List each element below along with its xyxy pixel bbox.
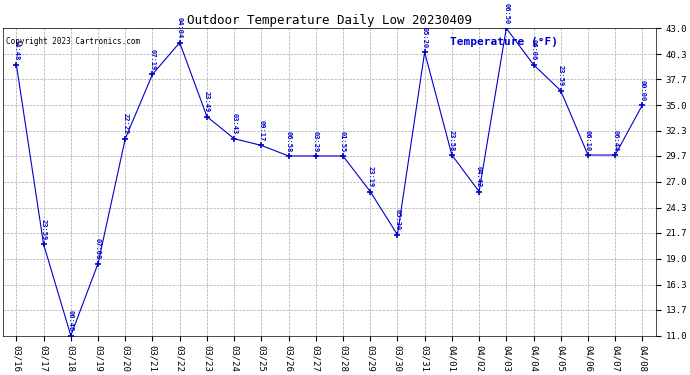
Text: 03:29: 03:29 [313,130,319,152]
Text: Copyright 2023 Cartronics.com: Copyright 2023 Cartronics.com [6,38,140,46]
Text: 04:42: 04:42 [476,166,482,188]
Text: 06:44: 06:44 [612,130,618,151]
Text: 22:22: 22:22 [122,113,128,135]
Text: 04:04: 04:04 [177,17,183,39]
Text: 23:19: 23:19 [367,166,373,188]
Text: 06:06: 06:06 [531,39,537,60]
Text: 06:58: 06:58 [286,130,292,152]
Title: Outdoor Temperature Daily Low 20230409: Outdoor Temperature Daily Low 20230409 [187,14,472,27]
Text: 23:59: 23:59 [41,219,47,240]
Text: 23:59: 23:59 [558,65,564,87]
Text: 23:49: 23:49 [204,91,210,112]
Text: 07:19: 07:19 [150,49,155,70]
Text: 06:46: 06:46 [68,310,74,332]
Text: Temperature (°F): Temperature (°F) [451,38,558,47]
Text: 03:43: 03:43 [231,113,237,135]
Text: 07:08: 07:08 [95,238,101,260]
Text: 01:55: 01:55 [340,130,346,152]
Text: 14:48: 14:48 [13,39,19,60]
Text: 09:17: 09:17 [258,120,264,141]
Text: 06:10: 06:10 [585,130,591,151]
Text: 06:50: 06:50 [503,3,509,24]
Text: 23:58: 23:58 [449,130,455,151]
Text: 05:20: 05:20 [422,27,428,48]
Text: 00:00: 00:00 [640,80,645,101]
Text: 05:30: 05:30 [395,209,400,231]
